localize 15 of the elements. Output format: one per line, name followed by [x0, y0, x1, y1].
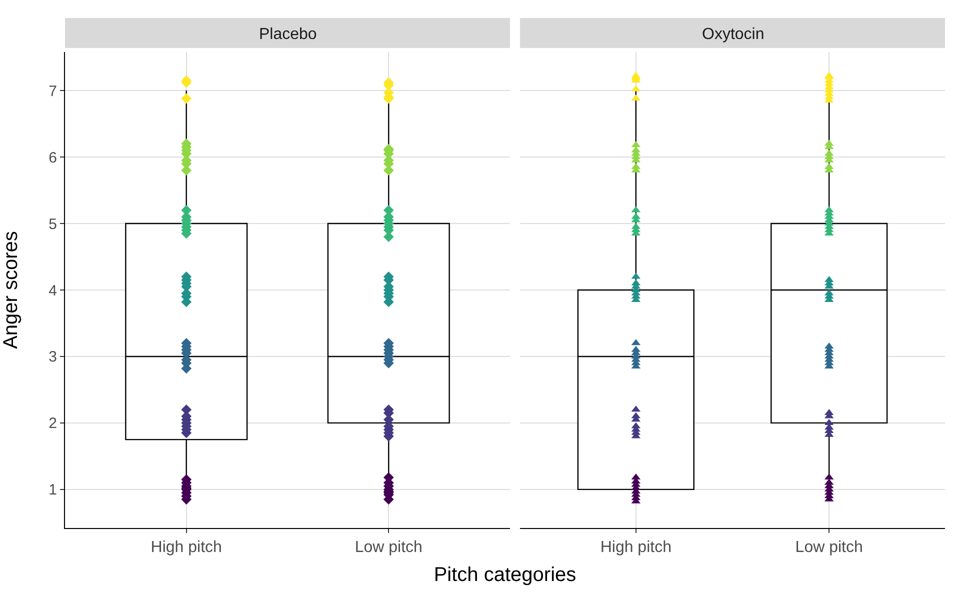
- y-tick-label: 4: [48, 282, 57, 300]
- x-axis-title: Pitch categories: [432, 564, 578, 587]
- y-tick-label: 7: [48, 82, 57, 100]
- x-tick-label: Low pitch: [795, 539, 863, 556]
- x-tick-label: High pitch: [600, 539, 672, 556]
- chart-title: Placebo: [259, 26, 317, 43]
- chart-title: Oxytocin: [702, 26, 764, 43]
- y-tick-label: 2: [48, 415, 57, 432]
- y-axis-title: Anger scores: [0, 231, 22, 349]
- y-tick-label: 1: [48, 482, 57, 499]
- x-tick-label: Low pitch: [354, 539, 422, 556]
- y-tick-label: 3: [48, 348, 57, 366]
- y-tick-label: 6: [48, 149, 57, 166]
- x-tick-label: High pitch: [150, 539, 222, 556]
- y-tick-label: 5: [48, 216, 57, 233]
